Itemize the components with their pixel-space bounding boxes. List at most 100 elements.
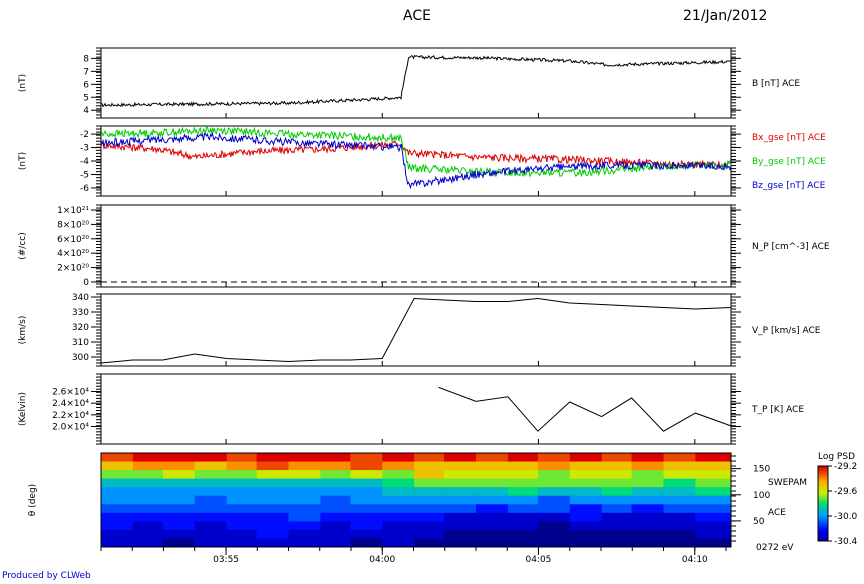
heatmap-cell bbox=[695, 478, 732, 488]
colorbar-tick-label: -29.6 bbox=[834, 487, 858, 497]
colorbar-cell bbox=[818, 504, 828, 507]
heatmap-cell bbox=[476, 478, 509, 488]
heatmap-cell bbox=[162, 504, 196, 514]
y-tick-label: 2.6×10⁴ bbox=[52, 388, 89, 398]
heatmap-cell bbox=[444, 495, 477, 505]
heatmap-cell bbox=[320, 487, 351, 497]
y-tick-label: 100 bbox=[753, 491, 770, 501]
heatmap-cell bbox=[162, 529, 196, 539]
heatmap-cell bbox=[162, 521, 196, 531]
colorbar-cell bbox=[818, 473, 828, 476]
heatmap-cell bbox=[695, 538, 732, 548]
heatmap-cell bbox=[226, 538, 258, 548]
heatmap-cell bbox=[414, 453, 445, 463]
colorbar-cell bbox=[818, 488, 828, 491]
heatmap-cell bbox=[101, 529, 134, 539]
y-tick-label: -6 bbox=[80, 184, 89, 194]
legend-label: T_P [K] ACE bbox=[751, 405, 804, 415]
colorbar-cell bbox=[818, 513, 828, 516]
heatmap-cell bbox=[414, 487, 445, 497]
heatmap-cell bbox=[101, 521, 134, 531]
heatmap-cell bbox=[414, 478, 445, 488]
y-tick-label: 150 bbox=[753, 465, 770, 475]
colorbar-cell bbox=[818, 527, 828, 529]
colorbar-cell bbox=[818, 533, 828, 536]
y-tick-label: 300 bbox=[72, 353, 89, 363]
heatmap-cell bbox=[256, 529, 289, 539]
heatmap-cell bbox=[414, 470, 445, 480]
panel-frame bbox=[100, 293, 732, 367]
heatmap-cell bbox=[569, 487, 603, 497]
y-tick-label: -3 bbox=[80, 144, 89, 154]
heatmap-cell bbox=[132, 521, 164, 531]
heatmap-cell bbox=[414, 495, 445, 505]
heatmap-cell bbox=[382, 461, 415, 471]
heatmap-cell bbox=[695, 504, 732, 514]
heatmap-cell bbox=[382, 512, 415, 522]
colorbar-cell bbox=[818, 526, 828, 528]
heatmap-cell bbox=[194, 521, 228, 531]
heatmap-cell bbox=[256, 487, 289, 497]
colorbar-cell bbox=[818, 528, 828, 531]
heatmap-cell bbox=[162, 538, 196, 548]
heatmap-cell bbox=[601, 478, 633, 488]
heatmap-cell bbox=[476, 512, 509, 522]
heatmap-cell bbox=[162, 470, 196, 480]
heatmap-cell bbox=[414, 529, 445, 539]
colorbar-cell bbox=[818, 491, 828, 493]
colorbar-cell bbox=[818, 531, 828, 533]
heatmap-cell bbox=[194, 495, 228, 505]
heatmap-cell bbox=[382, 495, 415, 505]
credit-label: Produced by CLWeb bbox=[2, 571, 91, 581]
heatmap-cell bbox=[320, 504, 351, 514]
heatmap-cell bbox=[414, 504, 445, 514]
heatmap-cell bbox=[631, 453, 664, 463]
colorbar-cell bbox=[818, 484, 828, 487]
heatmap-cell bbox=[256, 478, 289, 488]
heatmap-cell bbox=[382, 504, 415, 514]
colorbar-cell bbox=[818, 467, 828, 469]
y-tick-label: 50 bbox=[753, 517, 765, 527]
colorbar-cell bbox=[818, 479, 828, 482]
heatmap-cell bbox=[132, 461, 164, 471]
heatmap-cell bbox=[132, 529, 164, 539]
heatmap-cell bbox=[476, 521, 509, 531]
heatmap-cell bbox=[631, 504, 664, 514]
heatmap-cell bbox=[507, 461, 539, 471]
heatmap-cell bbox=[320, 538, 351, 548]
heatmap-cell bbox=[350, 521, 383, 531]
colorbar-cell bbox=[818, 538, 828, 541]
colorbar-cell bbox=[818, 532, 828, 534]
heatmap-cell bbox=[350, 453, 383, 463]
colorbar-cell bbox=[818, 478, 828, 481]
heatmap-cell bbox=[320, 512, 351, 522]
heatmap-cell bbox=[320, 461, 351, 471]
heatmap-cell bbox=[194, 529, 228, 539]
heatmap-cell bbox=[507, 512, 539, 522]
heatmap-cell bbox=[382, 478, 415, 488]
heatmap-cell bbox=[537, 521, 571, 531]
heatmap-cell bbox=[288, 470, 321, 480]
y-tick-label: 2×10²⁰ bbox=[57, 264, 89, 274]
heatmap-cell bbox=[569, 495, 603, 505]
heatmap-cell bbox=[631, 487, 664, 497]
legend-label: By_gse [nT] ACE bbox=[752, 157, 826, 167]
series-line bbox=[100, 131, 732, 190]
heatmap-cell bbox=[226, 495, 258, 505]
heatmap-cell bbox=[256, 538, 289, 548]
x-tick-label: 03:55 bbox=[213, 555, 239, 565]
heatmap-cell bbox=[288, 538, 321, 548]
heatmap-cell bbox=[162, 487, 196, 497]
heatmap-cell bbox=[162, 478, 196, 488]
colorbar-cell bbox=[818, 534, 828, 537]
heatmap-cell bbox=[194, 461, 228, 471]
heatmap-cell bbox=[350, 487, 383, 497]
colorbar-cell bbox=[818, 507, 828, 509]
heatmap-cell bbox=[444, 504, 477, 514]
heatmap-cell bbox=[288, 529, 321, 539]
heatmap-cell bbox=[288, 478, 321, 488]
heatmap-cell bbox=[601, 487, 633, 497]
colorbar-cell bbox=[818, 496, 828, 498]
side-label: SWEPAM bbox=[768, 478, 807, 488]
